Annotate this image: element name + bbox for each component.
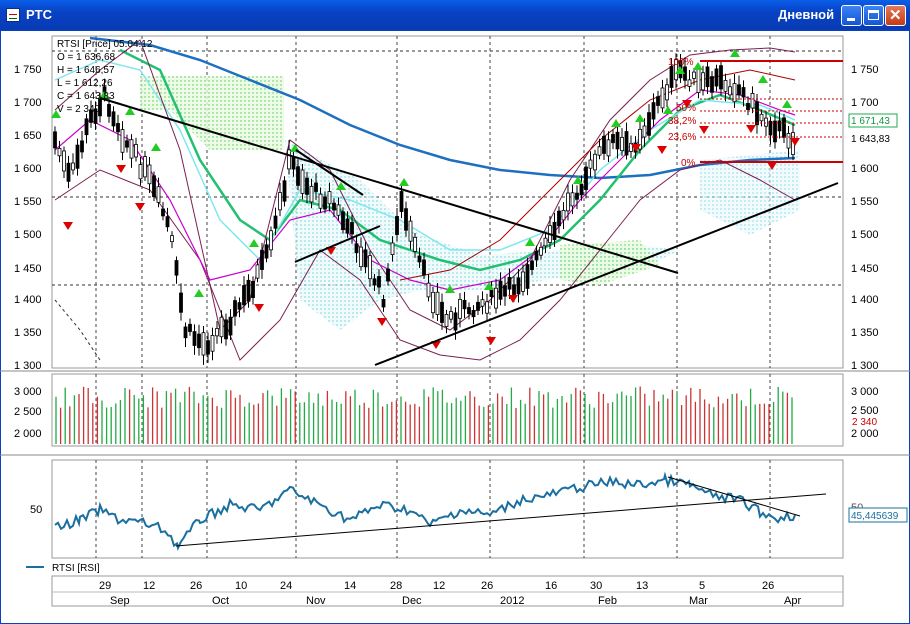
close-button[interactable]: ✕ — [885, 5, 906, 26]
maximize-button[interactable] — [863, 5, 884, 26]
price-axis-label: 1 300 — [851, 360, 879, 372]
candlesticks — [53, 53, 795, 365]
svg-text:2 500: 2 500 — [14, 406, 42, 418]
price-axis-label: 1 750 — [14, 64, 42, 76]
close-icon: ✕ — [889, 7, 902, 24]
last-price-badge: 1 643,83 — [851, 134, 890, 145]
fibonacci-levels: 100% 50% 38,2% 23,6% 0% — [668, 57, 843, 169]
trend-lines — [99, 97, 839, 366]
fib-label: 100% — [668, 57, 694, 68]
price-axis-label: 1 450 — [14, 263, 42, 275]
ohlc-header: RTSI [Price] 05.04.12 — [57, 39, 153, 50]
day-label: 26 — [762, 580, 774, 592]
price-axis-label: 1 400 — [851, 294, 879, 306]
fib-label: 23,6% — [668, 132, 696, 143]
month-label: Sep — [110, 595, 130, 607]
day-label: 26 — [190, 580, 202, 592]
month-label: Oct — [212, 595, 229, 607]
svg-text:2 500: 2 500 — [851, 405, 879, 417]
rsi-line — [54, 471, 796, 552]
time-axis-labels: 29 12 26 10 24 14 28 12 26 16 30 13 5 26 Sep Oct Nov Dec 2… — [99, 580, 801, 607]
price-axis-label: 1 750 — [851, 64, 879, 76]
minimize-button[interactable] — [841, 5, 862, 26]
maximize-icon — [868, 10, 879, 20]
day-label: 5 — [699, 580, 705, 592]
month-label: Dec — [402, 595, 422, 607]
day-label: 12 — [433, 580, 445, 592]
price-axis-label: 1 700 — [851, 97, 879, 109]
ichimoku-cloud — [140, 76, 800, 330]
svg-text:2 000: 2 000 — [851, 428, 879, 440]
price-axis-label: 1 350 — [14, 327, 42, 339]
ohlc-low: L = 1 612,26 — [57, 78, 113, 89]
window-title: PTC — [26, 7, 52, 22]
day-label: 26 — [481, 580, 493, 592]
day-label: 13 — [636, 580, 648, 592]
price-axis-label: 1 500 — [851, 229, 879, 241]
volume-axis-right: 3 000 2 500 2 000 — [851, 386, 879, 440]
price-axis-label: 1 650 — [14, 130, 42, 142]
svg-text:2 000: 2 000 — [14, 428, 42, 440]
price-axis-label: 1 550 — [851, 196, 879, 208]
minimize-icon — [847, 18, 855, 21]
day-label: 29 — [99, 580, 111, 592]
rsi-level-label: 50 — [30, 504, 42, 516]
price-axis-label: 1 400 — [14, 294, 42, 306]
fib-label: 0% — [681, 158, 696, 169]
rsi-trend-line — [667, 476, 801, 517]
day-label: 10 — [235, 580, 247, 592]
day-label: 30 — [590, 580, 602, 592]
volume-axis-left: 3 000 2 500 2 000 — [14, 386, 42, 440]
month-label: Feb — [598, 595, 617, 607]
month-label: 2012 — [500, 595, 524, 607]
day-label: 14 — [344, 580, 356, 592]
price-axis-label: 1 300 — [14, 360, 42, 372]
price-badges: 1 671,43 1 643,83 — [848, 113, 898, 146]
ohlc-readout: RTSI [Price] 05.04.12 O = 1 636,68 H = 1… — [57, 39, 153, 115]
price-axis-label: 1 350 — [851, 327, 879, 339]
ohlc-high: H = 1 646,57 — [57, 65, 115, 76]
month-label: Mar — [689, 595, 708, 607]
month-label: Apr — [784, 595, 801, 607]
svg-text:3 000: 3 000 — [851, 386, 879, 398]
price-axis-label: 1 500 — [14, 229, 42, 241]
rsi-value: 45,445639 — [851, 511, 899, 522]
volume-bars — [55, 386, 793, 444]
day-label: 28 — [390, 580, 402, 592]
time-axis — [51, 575, 844, 607]
timeframe-label: Дневной — [778, 7, 835, 22]
day-label: 24 — [280, 580, 292, 592]
rsi-legend: RTSI [RSI] — [52, 563, 100, 574]
price-axis-label: 1 550 — [14, 196, 42, 208]
ohlc-volume: V = 2 340 — [57, 104, 101, 115]
month-label: Nov — [306, 595, 326, 607]
price-axis-label: 1 700 — [14, 97, 42, 109]
day-label: 16 — [545, 580, 557, 592]
day-label: 12 — [143, 580, 155, 592]
rsi-trend-line — [175, 493, 827, 547]
volume-badge: 2 340 — [852, 417, 877, 428]
svg-text:3 000: 3 000 — [14, 386, 42, 398]
level-badge: 1 671,43 — [851, 116, 890, 127]
chart-app-icon — [6, 8, 20, 22]
fib-label: 50% — [676, 103, 696, 114]
fib-label: 38,2% — [668, 116, 696, 127]
rsi-panel[interactable] — [51, 459, 844, 559]
title-bar[interactable]: PTC Дневной ✕ — [0, 0, 910, 30]
ohlc-close: C = 1 643,83 — [57, 91, 115, 102]
price-axis-label: 1 600 — [14, 163, 42, 175]
ohlc-open: O = 1 636,68 — [57, 52, 116, 63]
price-axis-label: 1 450 — [851, 263, 879, 275]
rsi-value-badge — [848, 507, 908, 523]
price-axis-label: 1 600 — [851, 163, 879, 175]
